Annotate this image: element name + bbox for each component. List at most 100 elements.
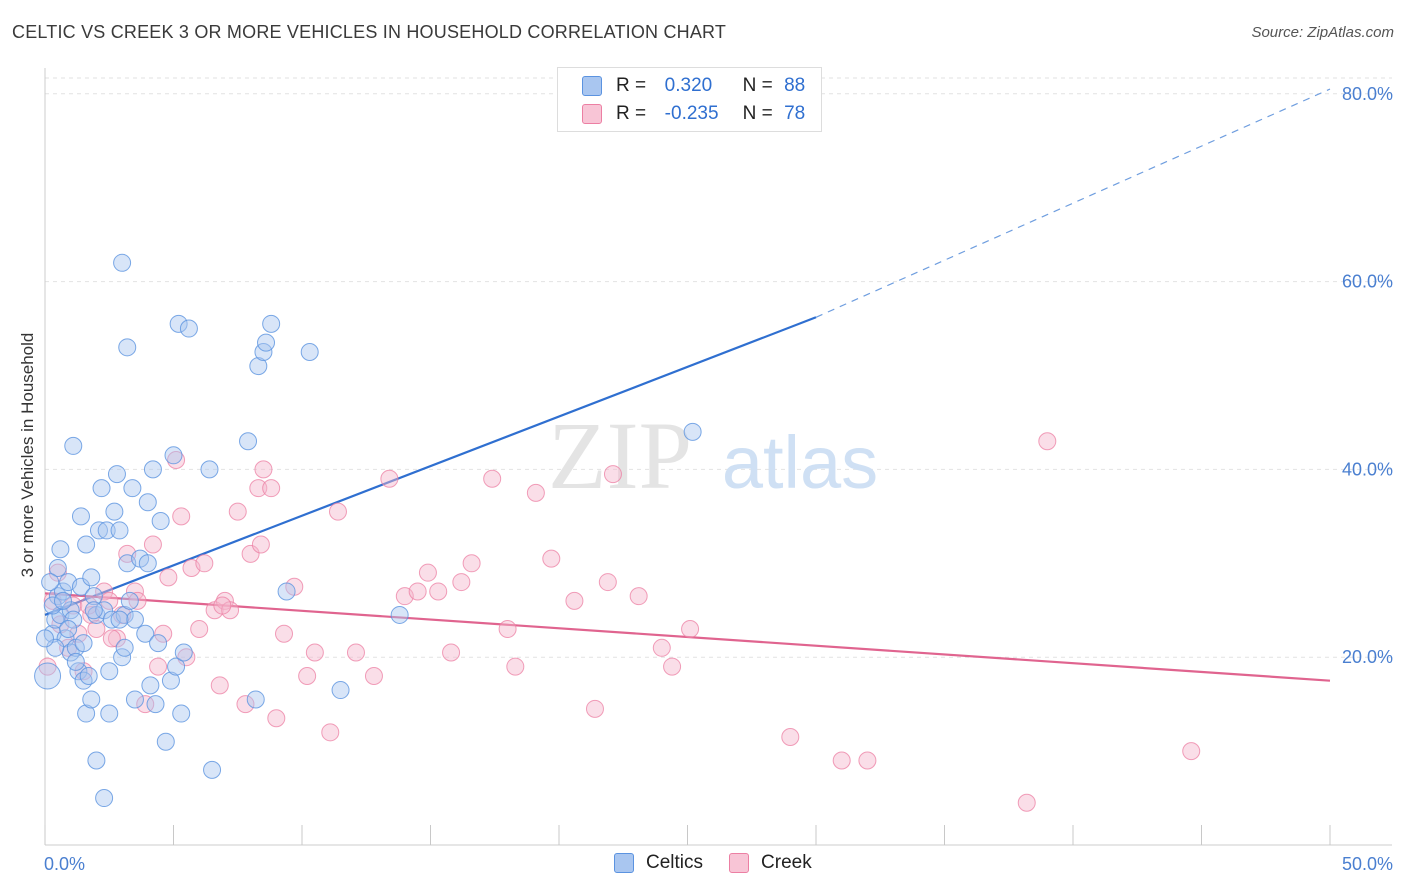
celtics-point xyxy=(95,789,114,808)
celtics-point xyxy=(74,634,93,653)
creek-point xyxy=(1182,742,1201,761)
celtics-point xyxy=(200,460,219,479)
creek-point xyxy=(565,591,584,610)
creek-point xyxy=(128,591,147,610)
celtics-point xyxy=(146,695,165,714)
celtics-point xyxy=(71,577,90,596)
creek-n-label: N = xyxy=(742,103,773,124)
creek-point xyxy=(159,568,178,587)
creek-r-label: R = xyxy=(616,103,647,124)
creek-point xyxy=(275,624,294,643)
celtics-point xyxy=(110,610,129,629)
creek-point xyxy=(298,666,317,685)
creek-swatch xyxy=(582,104,602,124)
celtics-legend-swatch xyxy=(614,853,634,873)
creek-point xyxy=(267,709,286,728)
series-legend: Celtics Creek xyxy=(614,852,838,874)
celtics-point xyxy=(77,535,96,554)
celtics-point xyxy=(149,634,168,653)
celtics-point xyxy=(141,676,160,695)
y-tick-label-40: 40.0% xyxy=(1342,459,1393,479)
creek-n-value: 78 xyxy=(784,103,806,124)
celtics-point xyxy=(66,652,85,671)
celtics-points xyxy=(34,253,702,808)
celtics-point xyxy=(59,620,78,639)
celtics-point xyxy=(64,436,83,455)
celtics-r-label: R = xyxy=(616,75,647,96)
watermark: ZIP atlas xyxy=(548,402,878,509)
celtics-point xyxy=(125,690,144,709)
creek-point xyxy=(149,657,168,676)
creek-point xyxy=(195,554,214,573)
celtics-trend-line xyxy=(44,316,817,616)
x-tick-label-min: 0.0% xyxy=(44,854,85,874)
creek-point xyxy=(483,469,502,488)
creek-point xyxy=(190,620,209,639)
celtics-point xyxy=(71,507,90,526)
legend-row-celtics: R = 0.320 N = 88 xyxy=(582,74,805,98)
watermark-atlas: atlas xyxy=(722,421,878,504)
celtics-point xyxy=(113,253,132,272)
gridlines xyxy=(45,77,1392,658)
creek-point xyxy=(462,554,481,573)
creek-point xyxy=(167,451,186,469)
creek-point xyxy=(262,479,281,498)
celtics-point xyxy=(262,314,281,333)
celtics-point xyxy=(331,681,350,700)
celtics-point xyxy=(36,629,54,648)
celtics-point xyxy=(77,704,96,723)
celtics-point xyxy=(277,582,296,601)
celtics-point xyxy=(179,319,198,338)
celtics-point xyxy=(172,704,191,723)
celtics-n-value: 88 xyxy=(784,75,806,96)
celtics-point xyxy=(41,573,60,592)
creek-point xyxy=(210,676,229,695)
creek-point xyxy=(663,657,682,676)
celtics-point xyxy=(64,610,83,629)
celtics-point xyxy=(138,493,157,512)
correlation-legend: R = 0.320 N = 88 R = -0.235 N = 78 xyxy=(557,67,822,132)
celtics-point xyxy=(156,732,175,751)
creek-point xyxy=(506,657,525,676)
celtics-point xyxy=(34,662,62,690)
celtics-point xyxy=(174,643,193,662)
watermark-zip: ZIP xyxy=(548,402,692,509)
celtics-point xyxy=(53,591,72,610)
creek-point xyxy=(429,582,448,601)
tick-labels: 20.0% 40.0% 60.0% 80.0% 0.0% 50.0% xyxy=(44,84,1393,874)
celtics-point xyxy=(46,638,65,657)
creek-point xyxy=(64,596,83,615)
celtics-point xyxy=(107,465,126,484)
celtics-point xyxy=(87,751,106,770)
creek-point xyxy=(95,582,114,601)
creek-point xyxy=(452,573,471,592)
creek-point xyxy=(498,620,517,639)
creek-point xyxy=(526,483,545,502)
creek-point xyxy=(585,699,604,718)
creek-point xyxy=(832,751,851,770)
y-tick-label-60: 60.0% xyxy=(1342,272,1393,292)
creek-point xyxy=(143,535,162,554)
creek-point xyxy=(380,469,399,488)
creek-point xyxy=(442,643,461,662)
celtics-point xyxy=(120,591,139,610)
creek-point xyxy=(177,648,196,667)
creek-point xyxy=(858,751,877,770)
creek-point xyxy=(254,460,273,479)
celtics-point xyxy=(246,690,265,709)
celtics-trend-extension xyxy=(815,88,1331,318)
celtics-point xyxy=(164,446,183,465)
creek-point xyxy=(408,582,427,601)
celtics-point xyxy=(125,610,144,629)
creek-point xyxy=(598,573,617,592)
creek-point xyxy=(107,629,126,648)
celtics-point xyxy=(97,521,116,540)
celtics-point xyxy=(95,601,114,620)
creek-point xyxy=(154,624,173,643)
celtics-point xyxy=(92,479,111,498)
x-tick-label-max: 50.0% xyxy=(1342,854,1393,874)
celtics-point xyxy=(249,357,268,376)
celtics-point xyxy=(105,502,124,521)
celtics-point xyxy=(43,596,62,615)
creek-point xyxy=(172,507,191,526)
